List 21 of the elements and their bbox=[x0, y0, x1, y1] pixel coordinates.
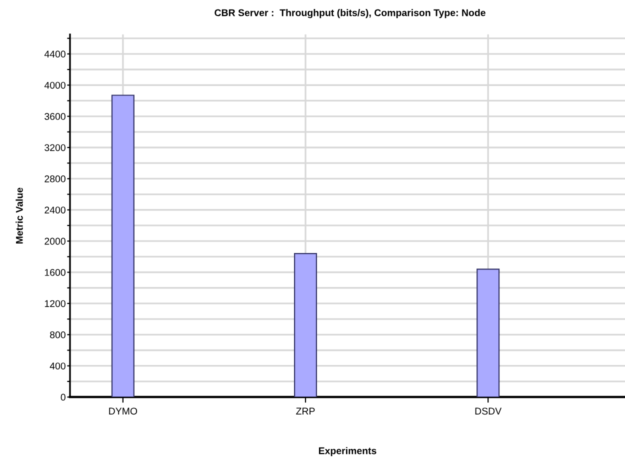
x-tick-label: ZRP bbox=[296, 408, 315, 414]
x-axis-title: Experiments bbox=[318, 447, 376, 456]
y-tick-label: 400 bbox=[50, 362, 66, 370]
bar bbox=[111, 94, 134, 398]
y-tick-label: 1600 bbox=[44, 269, 66, 276]
y-tick-label: 2000 bbox=[44, 238, 66, 245]
y-tick-label: 800 bbox=[50, 331, 66, 338]
y-tick-label: 1200 bbox=[44, 300, 66, 308]
y-axis-title: Metric Value bbox=[16, 188, 23, 244]
bar bbox=[476, 268, 500, 398]
y-tick-label: 0 bbox=[60, 394, 66, 401]
y-tick-label: 4400 bbox=[44, 50, 66, 58]
y-tick-label: 3600 bbox=[44, 113, 66, 120]
x-tick-label: DSDV bbox=[475, 408, 502, 415]
chart-title: CBR Server : Throughput (bits/s), Comparison Type: Node bbox=[214, 9, 486, 18]
x-tick-label: DYMO bbox=[109, 408, 138, 415]
y-tick-label: 2800 bbox=[44, 175, 66, 182]
bar bbox=[294, 252, 318, 398]
y-tick-label: 4000 bbox=[44, 82, 66, 89]
y-tick-label: 2400 bbox=[44, 206, 66, 214]
y-tick-label: 3200 bbox=[44, 144, 66, 152]
